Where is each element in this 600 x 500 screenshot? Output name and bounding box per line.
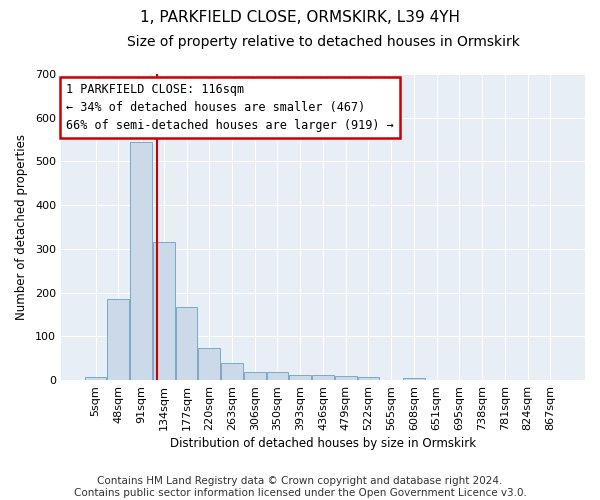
Bar [85,376,106,380]
Bar [153,242,175,380]
Y-axis label: Number of detached properties: Number of detached properties [15,134,28,320]
Bar [176,306,197,380]
X-axis label: Distribution of detached houses by size in Ormskirk: Distribution of detached houses by size … [170,437,476,450]
Bar [335,376,356,380]
Text: 1, PARKFIELD CLOSE, ORMSKIRK, L39 4YH: 1, PARKFIELD CLOSE, ORMSKIRK, L39 4YH [140,10,460,25]
Bar [107,299,129,380]
Bar [312,375,334,380]
Bar [130,142,152,380]
Bar [266,372,288,380]
Bar [403,378,425,380]
Text: Contains HM Land Registry data © Crown copyright and database right 2024.
Contai: Contains HM Land Registry data © Crown c… [74,476,526,498]
Bar [221,362,243,380]
Bar [244,372,266,380]
Text: 1 PARKFIELD CLOSE: 116sqm
← 34% of detached houses are smaller (467)
66% of semi: 1 PARKFIELD CLOSE: 116sqm ← 34% of detac… [66,83,394,132]
Bar [289,375,311,380]
Bar [199,348,220,380]
Bar [358,376,379,380]
Title: Size of property relative to detached houses in Ormskirk: Size of property relative to detached ho… [127,35,520,49]
